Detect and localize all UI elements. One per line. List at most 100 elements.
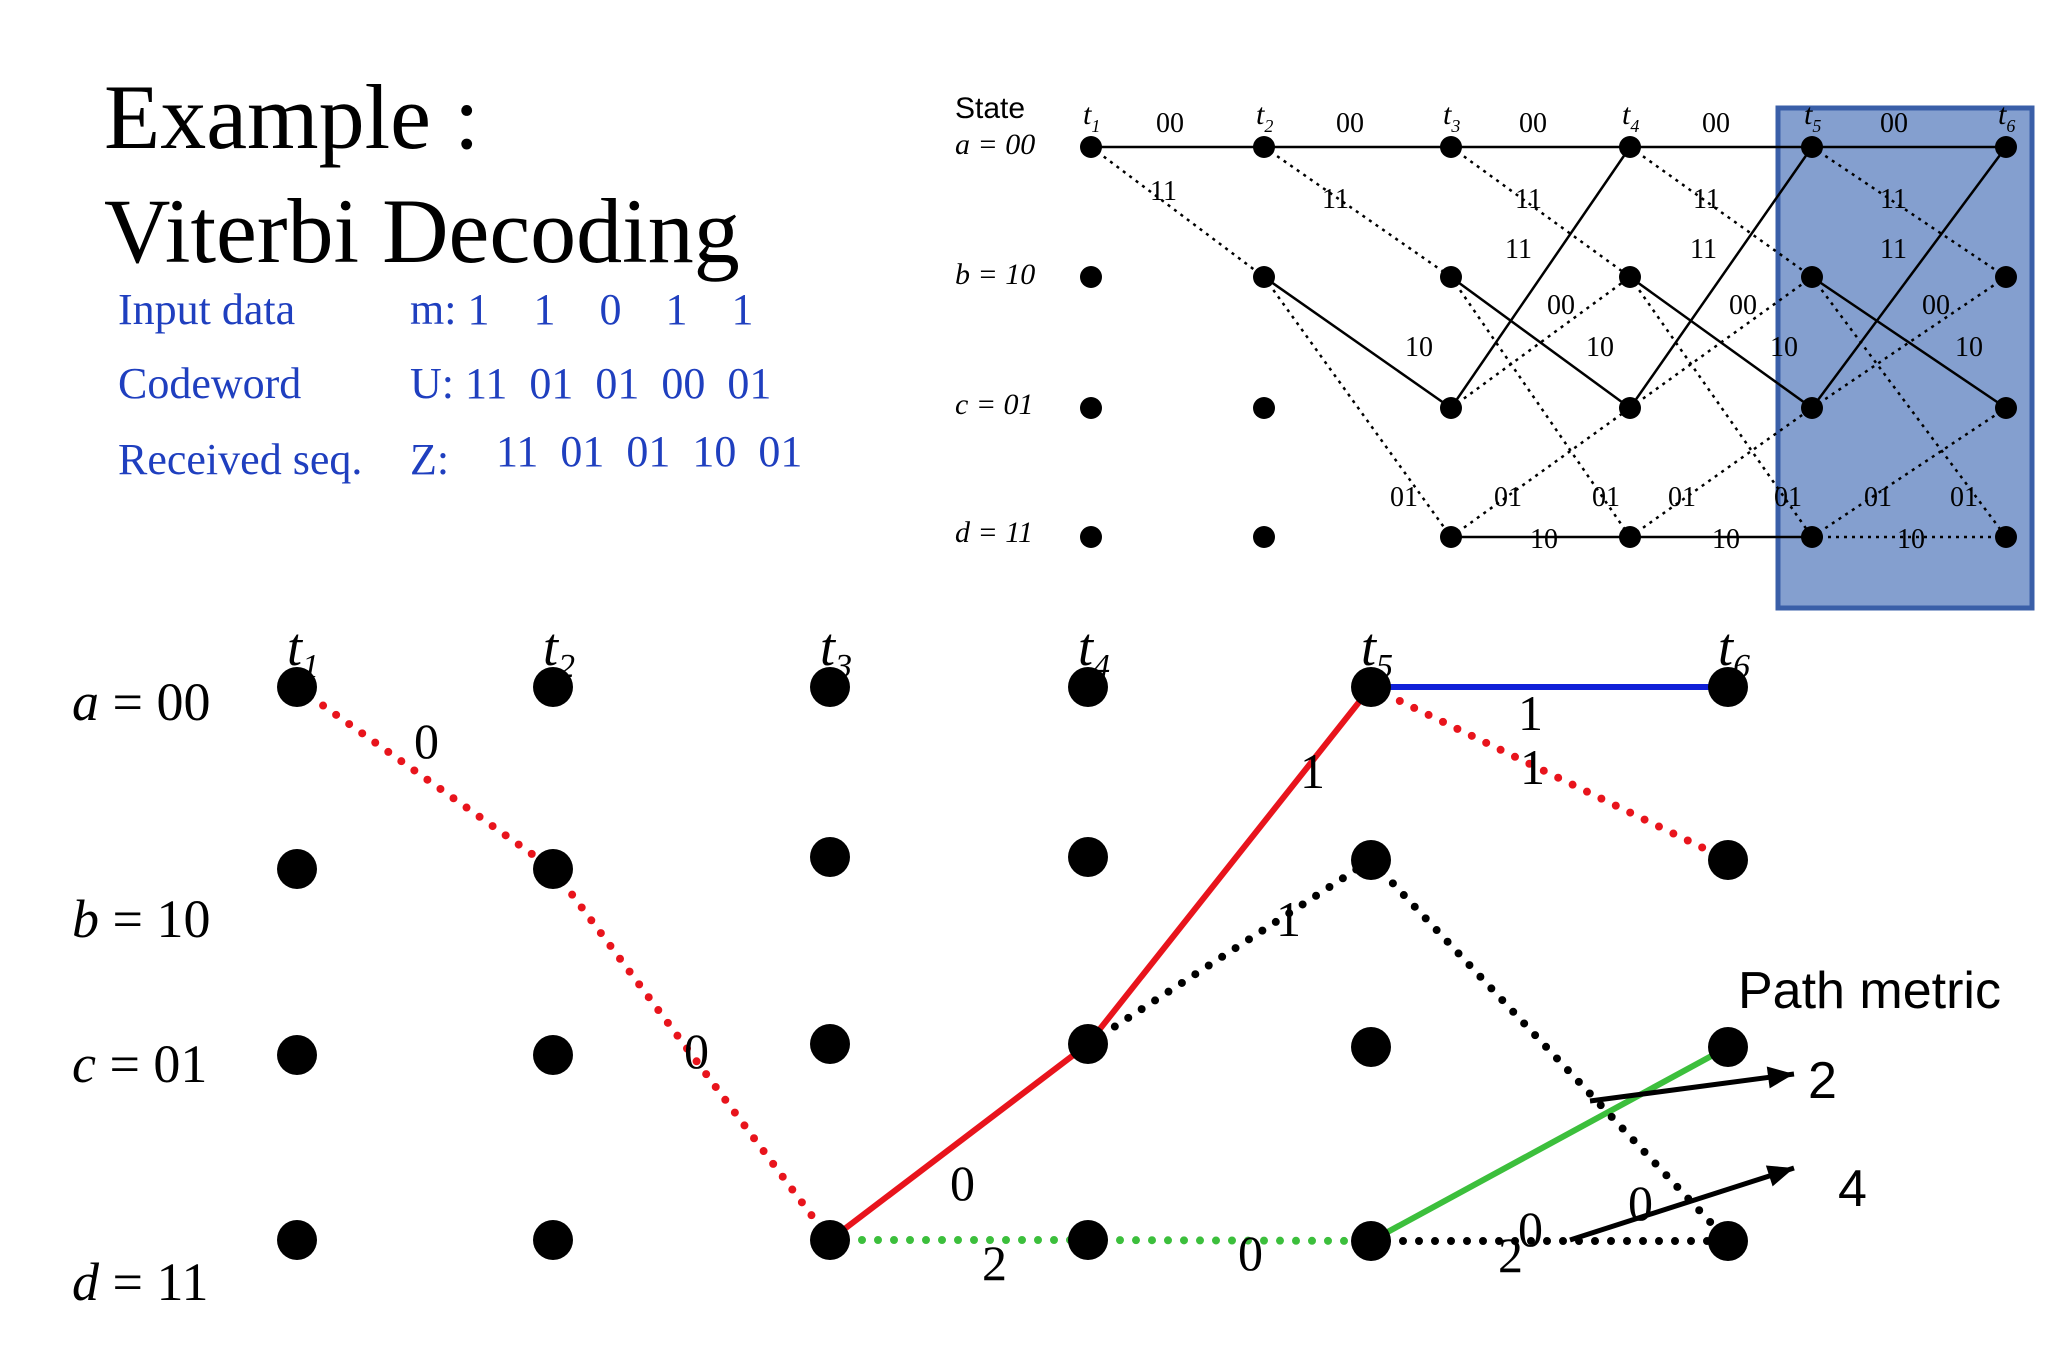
received-seq-value: 11 01 01 10 01 bbox=[496, 427, 802, 476]
ref-branch-solid bbox=[1263, 275, 1452, 410]
ref-branch-label: 01 bbox=[1774, 482, 1802, 513]
ref-branch-label: 00 bbox=[1922, 290, 1950, 321]
ref-branch-label: 11 bbox=[1515, 184, 1542, 215]
ref-time-label: t3 bbox=[1443, 98, 1460, 136]
ref-branch-solid bbox=[1628, 146, 1814, 409]
time-label: t2 bbox=[543, 617, 575, 685]
ref-branch-label: 11 bbox=[1693, 184, 1720, 215]
path-metric-value-1: 2 bbox=[1808, 1052, 1837, 1110]
ref-trellis-node bbox=[1080, 397, 1102, 419]
ref-branch-label: 10 bbox=[1712, 524, 1740, 555]
trellis-node bbox=[810, 1220, 850, 1260]
received-seq-prefix: Z: bbox=[410, 435, 449, 484]
time-label: t5 bbox=[1361, 617, 1393, 685]
ref-branch-dotted bbox=[1811, 406, 2007, 539]
ref-branch-solid bbox=[1450, 275, 1631, 410]
input-data-label: Input data bbox=[118, 285, 295, 334]
trellis-node bbox=[1068, 837, 1108, 877]
ref-trellis-node bbox=[1995, 397, 2017, 419]
survivor-branch-green bbox=[1369, 1044, 1730, 1244]
ref-time-label: t5 bbox=[1804, 98, 1821, 136]
survivor-branch-red-dotted bbox=[1367, 683, 1732, 864]
ref-branch-dotted bbox=[1450, 406, 1631, 539]
path-metric-arrow-2-head bbox=[1765, 1165, 1794, 1187]
time-label: t4 bbox=[1078, 617, 1110, 685]
trellis-node bbox=[277, 849, 317, 889]
ref-branch-label: 11 bbox=[1505, 234, 1532, 265]
survivor-branch-red-dotted bbox=[293, 683, 557, 873]
ref-time-label: t2 bbox=[1256, 98, 1273, 136]
ref-trellis-node bbox=[1440, 266, 1462, 288]
trellis-node bbox=[533, 1220, 573, 1260]
survivor-branch-red bbox=[1085, 685, 1374, 1046]
trellis-node bbox=[533, 1035, 573, 1075]
ref-branch-label: 01 bbox=[1494, 482, 1522, 513]
trellis-node bbox=[277, 667, 317, 707]
survivor-branch-red-dotted bbox=[549, 865, 834, 1244]
trellis-node bbox=[277, 1035, 317, 1075]
ref-trellis-node bbox=[1801, 136, 1823, 158]
branch-metric-label: 1 bbox=[1276, 891, 1301, 947]
ref-trellis-node bbox=[1619, 136, 1641, 158]
branch-metric-label: 0 bbox=[684, 1023, 709, 1079]
ref-branch-label: 00 bbox=[1519, 108, 1547, 139]
branch-metric-label: 0 bbox=[1518, 1201, 1543, 1257]
ref-trellis-node bbox=[1801, 526, 1823, 548]
ref-trellis-node bbox=[1080, 526, 1102, 548]
input-data-value: m: 1 1 0 1 1 bbox=[410, 285, 753, 334]
ref-branch-label: 10 bbox=[1770, 332, 1798, 363]
ref-trellis-node bbox=[1080, 136, 1102, 158]
trellis-node bbox=[1351, 667, 1391, 707]
ref-branch-dotted bbox=[1629, 145, 1813, 279]
ref-branch-label: 10 bbox=[1405, 332, 1433, 363]
survivor-branch-red bbox=[828, 1041, 1090, 1243]
ref-state-d: d = 11 bbox=[955, 516, 1033, 549]
state-label-c: c = 01 bbox=[72, 1034, 207, 1094]
ref-time-label: t1 bbox=[1083, 98, 1100, 136]
ref-trellis-node bbox=[1801, 397, 1823, 419]
trellis-node bbox=[1351, 1221, 1391, 1261]
ref-branch-dotted bbox=[1629, 275, 1813, 410]
ref-branch-label: 10 bbox=[1955, 332, 1983, 363]
trellis-node bbox=[1351, 840, 1391, 880]
ref-branch-dotted bbox=[1263, 145, 1452, 279]
ref-branch-label: 10 bbox=[1897, 524, 1925, 555]
ref-branch-dotted bbox=[1262, 276, 1453, 538]
ref-branch-solid bbox=[1449, 146, 1632, 409]
ref-branch-label: 10 bbox=[1586, 332, 1614, 363]
title-line-2: Viterbi Decoding bbox=[104, 180, 740, 282]
ref-branch-label: 11 bbox=[1322, 184, 1349, 215]
ref-time-label: t4 bbox=[1622, 98, 1639, 136]
trellis-node bbox=[810, 1024, 850, 1064]
time-label: t3 bbox=[820, 617, 852, 685]
ref-trellis-node bbox=[1253, 266, 1275, 288]
ref-branch-label: 11 bbox=[1880, 234, 1907, 265]
ref-state-header: State bbox=[955, 92, 1025, 125]
trellis-node bbox=[1068, 1024, 1108, 1064]
ref-state-b: b = 10 bbox=[955, 258, 1035, 291]
ref-branch-label: 11 bbox=[1690, 234, 1717, 265]
branch-metric-label: 0 bbox=[1628, 1175, 1653, 1231]
ref-branch-solid bbox=[1811, 275, 2007, 410]
survivor-branch-green-dotted bbox=[1084, 1236, 1375, 1245]
ref-branch-dotted bbox=[1450, 275, 1631, 410]
ref-branch-label: 01 bbox=[1592, 482, 1620, 513]
branch-metric-label: 0 bbox=[414, 713, 439, 769]
received-seq-label: Received seq. bbox=[118, 435, 362, 484]
state-label-b: b = 10 bbox=[72, 889, 210, 949]
codeword-value: U: 11 01 01 00 01 bbox=[410, 359, 771, 408]
ref-trellis-node bbox=[1253, 526, 1275, 548]
ref-branch-label: 00 bbox=[1336, 108, 1364, 139]
branch-metric-label: 1 bbox=[1518, 685, 1543, 741]
ref-trellis-node bbox=[1619, 266, 1641, 288]
path-metric-arrow-1 bbox=[1589, 1071, 1795, 1104]
trellis-node bbox=[533, 667, 573, 707]
trellis-node bbox=[1708, 667, 1748, 707]
ref-branch-dotted bbox=[1090, 146, 1265, 278]
branch-black-dotted bbox=[1084, 856, 1375, 1048]
ref-trellis-node bbox=[1995, 136, 2017, 158]
trellis-node bbox=[810, 667, 850, 707]
ref-trellis-node bbox=[1253, 136, 1275, 158]
title-line-1: Example : bbox=[104, 66, 480, 168]
